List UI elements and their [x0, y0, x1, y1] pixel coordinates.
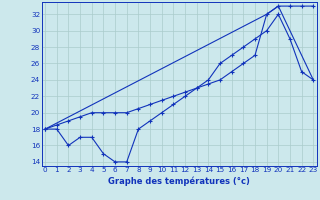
X-axis label: Graphe des températures (°c): Graphe des températures (°c)	[108, 176, 250, 186]
